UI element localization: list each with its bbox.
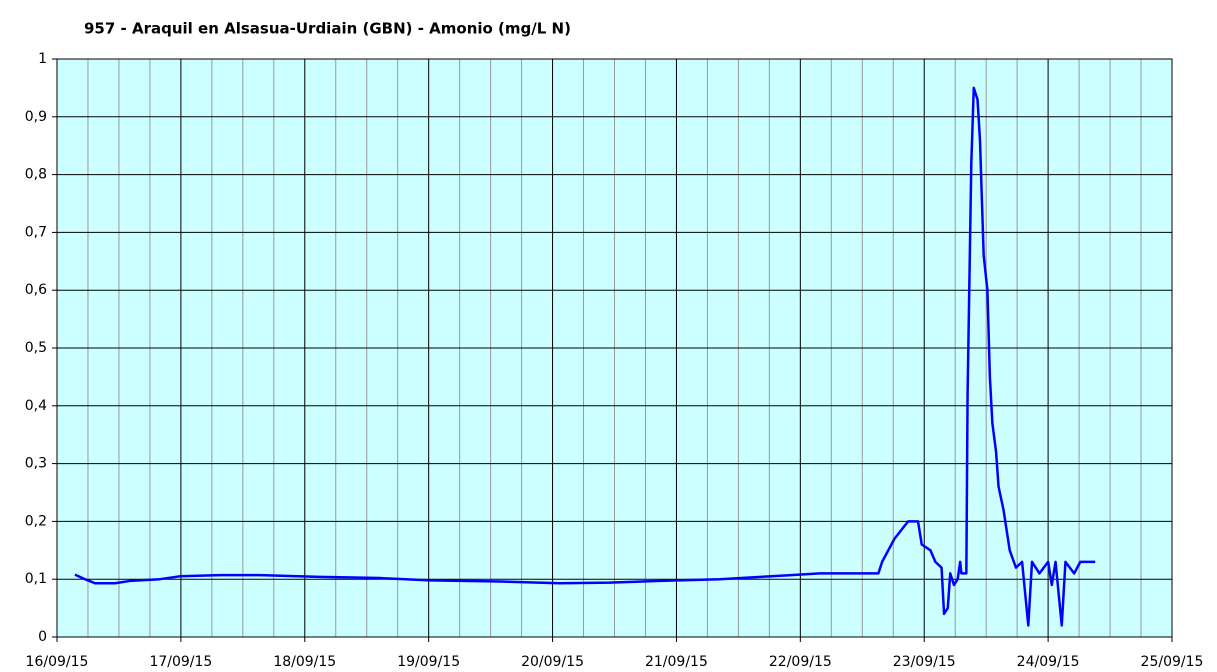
y-tick-label: 0,3 [25, 456, 47, 472]
y-tick-label: 0,7 [25, 224, 47, 240]
plot-border [56, 58, 1173, 638]
chart-title: 957 - Araquil en Alsasua-Urdiain (GBN) -… [84, 20, 571, 38]
x-tick-label: 23/09/15 [893, 654, 956, 670]
y-tick-label: 0,9 [25, 109, 47, 125]
data-line [74, 86, 1096, 627]
x-tick-label: 24/09/15 [1017, 654, 1080, 670]
y-tick-label: 0 [38, 629, 47, 645]
y-tick-label: 0,4 [25, 398, 47, 414]
x-tick-label: 25/09/15 [1141, 654, 1204, 670]
x-tick-label: 17/09/15 [149, 654, 212, 670]
x-tick-label: 16/09/15 [26, 654, 89, 670]
y-tick-label: 1 [38, 51, 47, 67]
y-tick-label: 0,1 [25, 571, 47, 587]
x-tick-label: 18/09/15 [273, 654, 336, 670]
x-tick-label: 20/09/15 [521, 654, 584, 670]
y-tick-label: 0,6 [25, 282, 47, 298]
y-tick-label: 0,5 [25, 340, 47, 356]
x-tick-label: 21/09/15 [645, 654, 708, 670]
y-tick-label: 0,8 [25, 167, 47, 183]
x-tick-label: 22/09/15 [769, 654, 832, 670]
x-tick-label: 19/09/15 [397, 654, 460, 670]
y-tick-label: 0,2 [25, 513, 47, 529]
